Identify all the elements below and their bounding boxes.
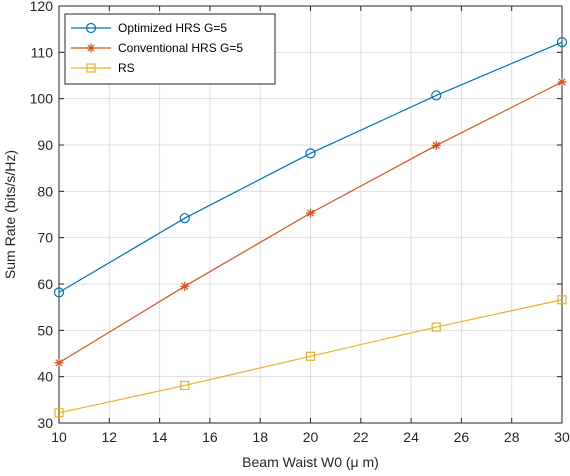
x-tick-label: 26 (454, 429, 470, 445)
legend-label: Optimized HRS G=5 (118, 21, 227, 35)
data-point (54, 358, 64, 368)
y-tick-label: 40 (37, 369, 53, 385)
data-point (305, 351, 316, 361)
x-tick-label: 22 (353, 429, 369, 445)
legend-label: RS (118, 61, 135, 75)
legend-marker (86, 43, 96, 53)
data-point (556, 37, 568, 48)
data-point (305, 148, 316, 159)
x-tick-label: 30 (554, 429, 570, 445)
data-point (306, 208, 315, 218)
series-line (58, 41, 563, 293)
x-axis: 10 12 14 16 18 20 22 24 26 28 30 (51, 6, 570, 445)
y-tick-label: 70 (37, 230, 53, 246)
y-tick-label: 100 (30, 91, 54, 107)
y-axis-label: Sum Rate (bits/s/Hz) (2, 150, 18, 279)
grid (59, 6, 562, 423)
data-point (180, 380, 190, 391)
legend-entry: Conventional HRS G=5 (71, 41, 243, 55)
x-tick-label: 16 (202, 429, 218, 445)
data-point (557, 295, 567, 305)
y-tick-label: 90 (37, 137, 53, 153)
y-tick-label: 120 (30, 0, 54, 14)
data-point (431, 90, 442, 101)
legend: Optimized HRS G=5 Conventional HRS G=5 RS (64, 13, 276, 85)
data-point (431, 322, 441, 332)
x-tick-label: 28 (504, 429, 520, 445)
x-tick-label: 10 (51, 429, 67, 445)
data-point (179, 213, 190, 224)
y-axis: 30 40 50 60 70 80 90 100 110 120 (30, 0, 562, 431)
series-1 (53, 37, 568, 298)
legend-label: Conventional HRS G=5 (118, 41, 243, 55)
legend-box (64, 13, 276, 85)
data-point (431, 140, 441, 150)
x-tick-label: 20 (303, 429, 319, 445)
series-layer (53, 37, 568, 418)
y-tick-label: 50 (37, 322, 53, 338)
legend-entry: Optimized HRS G=5 (71, 21, 227, 35)
x-tick-label: 18 (252, 429, 268, 445)
x-tick-label: 12 (102, 429, 118, 445)
x-tick-label: 14 (152, 429, 168, 445)
series-line (58, 299, 563, 414)
y-tick-label: 110 (31, 44, 54, 60)
y-tick-label: 30 (37, 415, 53, 431)
legend-marker (86, 63, 96, 73)
data-point (557, 77, 567, 87)
series-3 (54, 295, 567, 418)
x-axis-label: Beam Waist W0 (μ m) (242, 454, 379, 470)
data-point (180, 281, 190, 291)
legend-entry: RS (71, 61, 135, 75)
data-point (54, 408, 64, 418)
y-tick-label: 80 (37, 183, 53, 199)
y-tick-label: 60 (37, 276, 53, 292)
legend-marker (85, 22, 97, 34)
series-2 (54, 77, 567, 368)
x-tick-label: 24 (403, 429, 419, 445)
data-point (53, 287, 65, 298)
